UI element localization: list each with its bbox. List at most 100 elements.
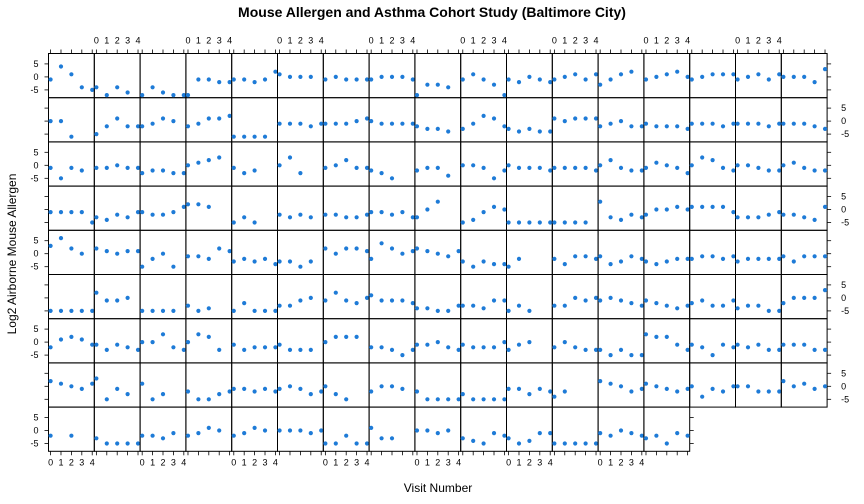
panel-frame [506,362,553,408]
data-point [273,308,278,313]
panel [93,229,141,276]
data-point [598,298,603,303]
data-point [414,428,420,433]
data-point [298,171,303,176]
data-point [389,121,395,126]
data-point [227,80,232,85]
data-point [700,394,705,399]
panel-frame [643,318,691,364]
data-point [115,251,120,256]
data-point [308,347,313,352]
panel-frame [368,318,416,364]
data-point [618,119,624,124]
x-tick-label: 0 [735,36,740,46]
data-point [400,210,405,215]
data-point [802,342,807,347]
x-tick-label: 1 [58,457,63,467]
data-point [791,295,796,300]
data-point [608,381,613,386]
data-point [196,332,201,337]
data-point [481,259,486,264]
data-point [242,134,247,139]
panel [643,274,691,320]
data-point [802,121,807,126]
data-point [552,256,557,261]
data-point [323,384,328,389]
data-point [720,303,726,308]
data-point [231,134,236,139]
panel [780,185,828,231]
data-point [700,298,705,303]
y-tick-label: 0 [841,293,846,303]
panel-frame [322,141,370,187]
data-point [410,121,415,126]
data-point [90,342,95,347]
data-point [206,116,211,121]
data-point [710,72,715,77]
data-point [608,433,613,438]
panel [780,229,828,276]
data-point [735,306,740,311]
data-point [400,74,405,79]
panel [597,274,645,320]
data-point [643,259,649,264]
y-tick-label: -5 [30,262,38,272]
data-point [231,386,236,391]
y-tick-label: 5 [841,103,846,113]
data-point [618,384,624,389]
panel-frame [735,97,782,143]
data-point [573,254,578,259]
data-point [822,126,828,131]
data-point [323,165,328,170]
data-point [369,119,374,124]
data-point [298,74,303,79]
x-tick-label: 3 [400,36,405,46]
panel [506,53,553,99]
data-point [720,165,726,170]
panel-frame [460,185,508,231]
data-point [104,347,109,352]
data-point [90,308,95,313]
data-point [364,249,370,254]
data-point [69,308,74,313]
panel [643,185,691,231]
data-point [69,72,74,77]
data-point [277,428,282,433]
data-point [217,246,222,251]
data-point [481,345,486,350]
data-point [94,290,99,295]
x-tick-label: 4 [685,36,690,46]
panel [689,185,737,231]
data-point [150,256,155,261]
panel [414,274,462,320]
data-point [48,77,53,82]
data-point [700,345,705,350]
x-tick-label: 2 [573,36,578,46]
data-point [446,85,451,90]
data-point [481,77,486,82]
panel [48,141,95,187]
data-point [227,389,232,394]
data-point [491,431,497,436]
data-point [69,134,74,139]
data-point [69,210,74,215]
data-point [756,121,761,126]
data-point [446,308,451,313]
data-point [140,433,145,438]
panel [551,53,599,99]
panel-frame [735,229,782,276]
data-point [552,441,557,446]
data-point [298,298,303,303]
data-point [150,308,155,313]
data-point [608,158,613,163]
data-point [273,389,278,394]
panel [689,318,737,364]
data-point [344,433,349,438]
data-point [675,204,680,209]
data-point [735,384,740,389]
panel-frame [643,229,691,276]
data-point [710,353,715,358]
panel [368,274,416,320]
data-point [364,441,370,446]
data-point [400,386,405,391]
